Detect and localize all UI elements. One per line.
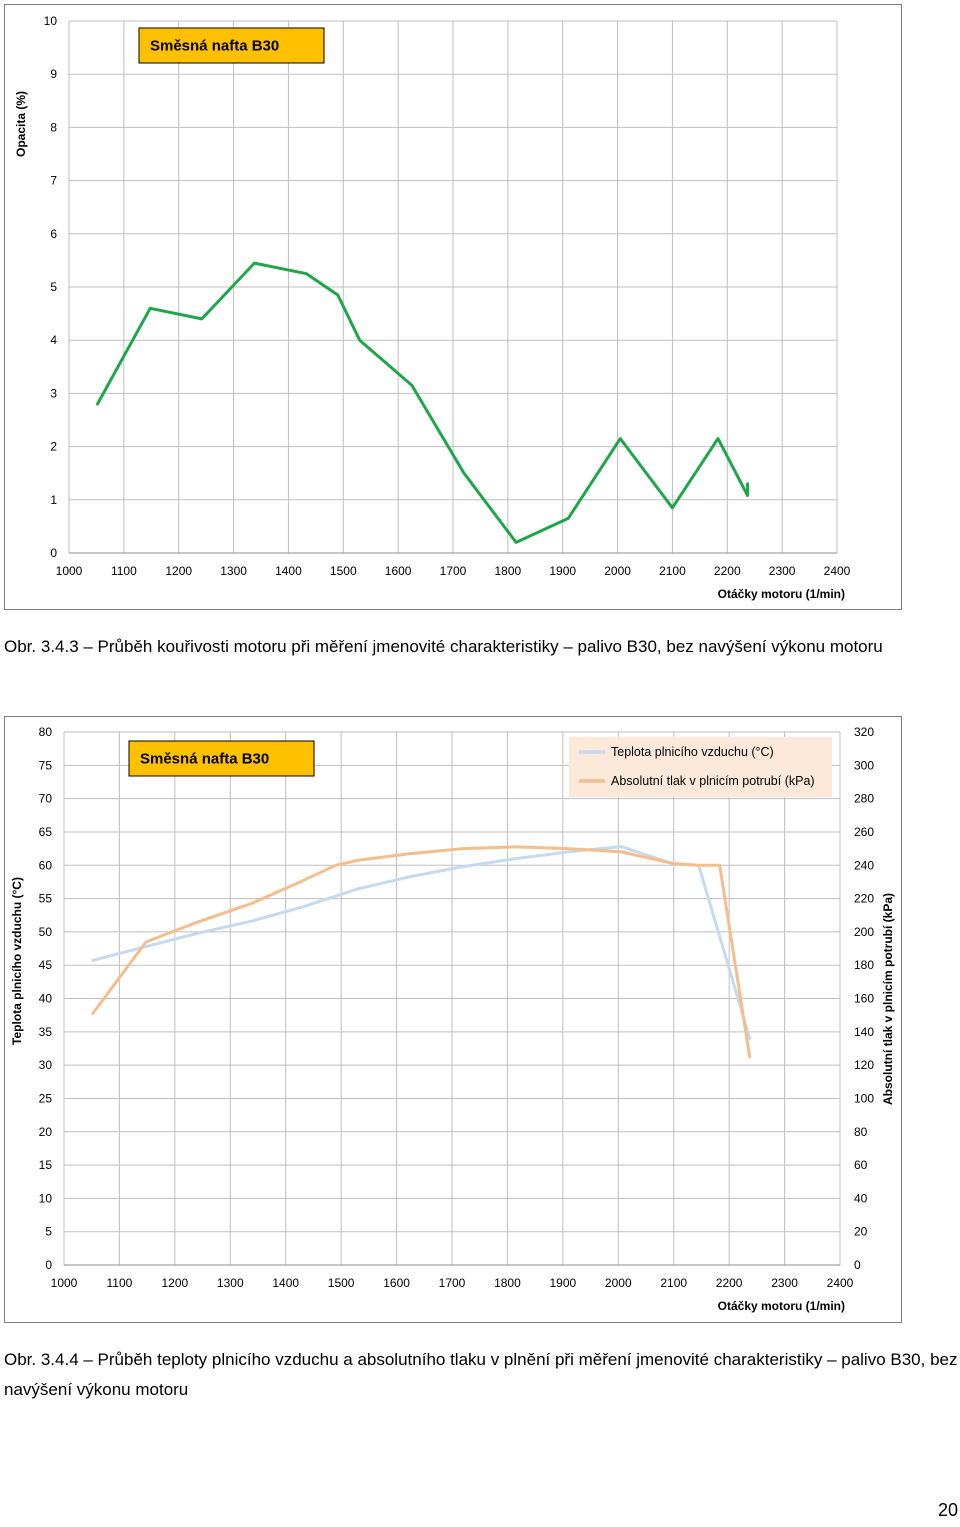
x-tick-label: 2300: [769, 564, 796, 578]
y-tick-label: 45: [39, 958, 53, 972]
x-tick-label: 2000: [604, 564, 631, 578]
x-tick-label: 1800: [495, 564, 522, 578]
x-tick-label: 2300: [771, 1276, 798, 1290]
legend-label: Absolutní tlak v plnicím potrubí (kPa): [611, 774, 815, 788]
y-tick-label: 1: [50, 493, 57, 507]
y-tick-label: 8: [50, 120, 57, 134]
y-tick-label: 6: [50, 227, 57, 241]
y-tick-label: 75: [39, 758, 53, 772]
y-tick-label: 35: [39, 1025, 53, 1039]
fuel-badge: [138, 27, 325, 64]
x-tick-label: 2200: [714, 564, 741, 578]
x-tick-label: 1700: [439, 1276, 466, 1290]
x-tick-label: 1900: [550, 1276, 577, 1290]
y2-tick-label: 220: [854, 892, 874, 906]
x-tick-label: 2400: [827, 1276, 854, 1290]
x-tick-label: 1100: [111, 564, 137, 578]
y-tick-label: 65: [39, 825, 53, 839]
x-tick-label: 1200: [165, 564, 192, 578]
x-tick-label: 1300: [217, 1276, 244, 1290]
y2-tick-label: 300: [854, 758, 874, 772]
legend-box: [569, 737, 832, 797]
y-tick-label: 5: [45, 1225, 52, 1239]
x-tick-label: 1000: [56, 564, 83, 578]
x-tick-label: 1500: [330, 564, 357, 578]
x-tick-label: 1300: [220, 564, 247, 578]
y2-axis-title: Absolutní tlak v plnicím potrubí (kPa): [881, 893, 895, 1105]
x-tick-label: 2200: [716, 1276, 743, 1290]
x-tick-label: 1400: [275, 564, 302, 578]
y-tick-label: 80: [39, 725, 53, 739]
y-tick-label: 70: [39, 792, 53, 806]
y-tick-label: 5: [50, 280, 57, 294]
x-tick-label: 1500: [328, 1276, 355, 1290]
y-axis-title: Opacita (%): [14, 91, 28, 157]
y2-tick-label: 140: [854, 1025, 874, 1039]
intake-air-chart-svg: 1000 1100 1200 1300 1400 1500 1600 1700 1800 1900…: [10, 725, 895, 1313]
x-axis-title: Otáčky motoru (1/min): [718, 587, 845, 601]
y-tick-label: 3: [50, 386, 57, 400]
y2-tick-label: 120: [854, 1058, 874, 1072]
y-tick-label: 10: [44, 14, 58, 28]
series-line-1: [96, 261, 750, 544]
y2-tick-label: 180: [854, 958, 874, 972]
x-tick-label: 1600: [385, 564, 412, 578]
fuel-badge-label: Směsná nafta B30: [150, 38, 279, 55]
y-tick-label: 2: [50, 440, 57, 454]
y-tick-label: 0: [45, 1258, 52, 1272]
y-tick-label: 4: [50, 333, 57, 347]
y2-tick-label: 0: [854, 1258, 861, 1272]
y-tick-label: 30: [39, 1058, 53, 1072]
y2-tick-label: 80: [854, 1125, 868, 1139]
x-tick-label: 1200: [162, 1276, 189, 1290]
y2-tick-label: 200: [854, 925, 874, 939]
fuel-badge: [128, 740, 315, 777]
fuel-badge-label: Směsná nafta B30: [140, 751, 269, 768]
x-tick-label: 1900: [549, 564, 576, 578]
legend-label: Teplota plnicího vzduchu (°C): [611, 745, 774, 759]
x-tick-label: 2100: [660, 1276, 687, 1290]
y-tick-label: 15: [39, 1158, 53, 1172]
y2-tick-label: 160: [854, 992, 874, 1006]
y2-tick-label: 320: [854, 725, 874, 739]
y2-tick-label: 60: [854, 1158, 868, 1172]
y-axis-title: Teplota plnicího vzduchu (°C): [10, 877, 24, 1045]
y-tick-label: 60: [39, 858, 53, 872]
x-tick-label: 1700: [440, 564, 467, 578]
y-tick-label: 9: [50, 67, 57, 81]
y2-tick-label: 240: [854, 858, 874, 872]
figure-caption-opacity: Obr. 3.4.3 – Průběh kouřivosti motoru př…: [4, 637, 883, 656]
x-tick-label: 1600: [383, 1276, 410, 1290]
series-line-2: [91, 845, 752, 1059]
opacity-chart-svg: 1000 1100 1200 1300 1400 1500 1600 1700 1800 1900…: [14, 14, 851, 601]
x-tick-label: 2100: [659, 564, 686, 578]
y-tick-label: 0: [50, 546, 57, 560]
y2-tick-label: 40: [854, 1191, 868, 1205]
x-tick-label: 1400: [272, 1276, 299, 1290]
y2-tick-label: 100: [854, 1091, 874, 1105]
y2-tick-label: 280: [854, 792, 874, 806]
x-axis-title: Otáčky motoru (1/min): [718, 1299, 845, 1313]
x-tick-label: 1000: [51, 1276, 78, 1290]
x-tick-label: 2400: [824, 564, 851, 578]
y-tick-label: 20: [39, 1125, 53, 1139]
opacity-chart: 1000 1100 1200 1300 1400 1500 1600 1700 1800 1900…: [4, 4, 902, 610]
x-tick-label: 1100: [107, 1276, 133, 1290]
y-tick-label: 40: [39, 992, 53, 1006]
y-tick-label: 50: [39, 925, 53, 939]
y2-tick-label: 20: [854, 1225, 868, 1239]
y-tick-label: 25: [39, 1091, 53, 1105]
x-tick-label: 2000: [605, 1276, 632, 1290]
y-tick-label: 55: [39, 892, 53, 906]
x-tick-label: 1800: [494, 1276, 521, 1290]
y2-tick-label: 260: [854, 825, 874, 839]
y-tick-label: 10: [39, 1191, 53, 1205]
intake-air-chart: 1000 1100 1200 1300 1400 1500 1600 1700 1800 1900…: [4, 716, 902, 1323]
page-number: 20: [937, 1500, 958, 1520]
series-line-1: [91, 845, 752, 1040]
figure-caption-intake-air: Obr. 3.4.4 – Průběh teploty plnicího vzd…: [4, 1350, 958, 1399]
y-tick-label: 7: [50, 174, 57, 188]
